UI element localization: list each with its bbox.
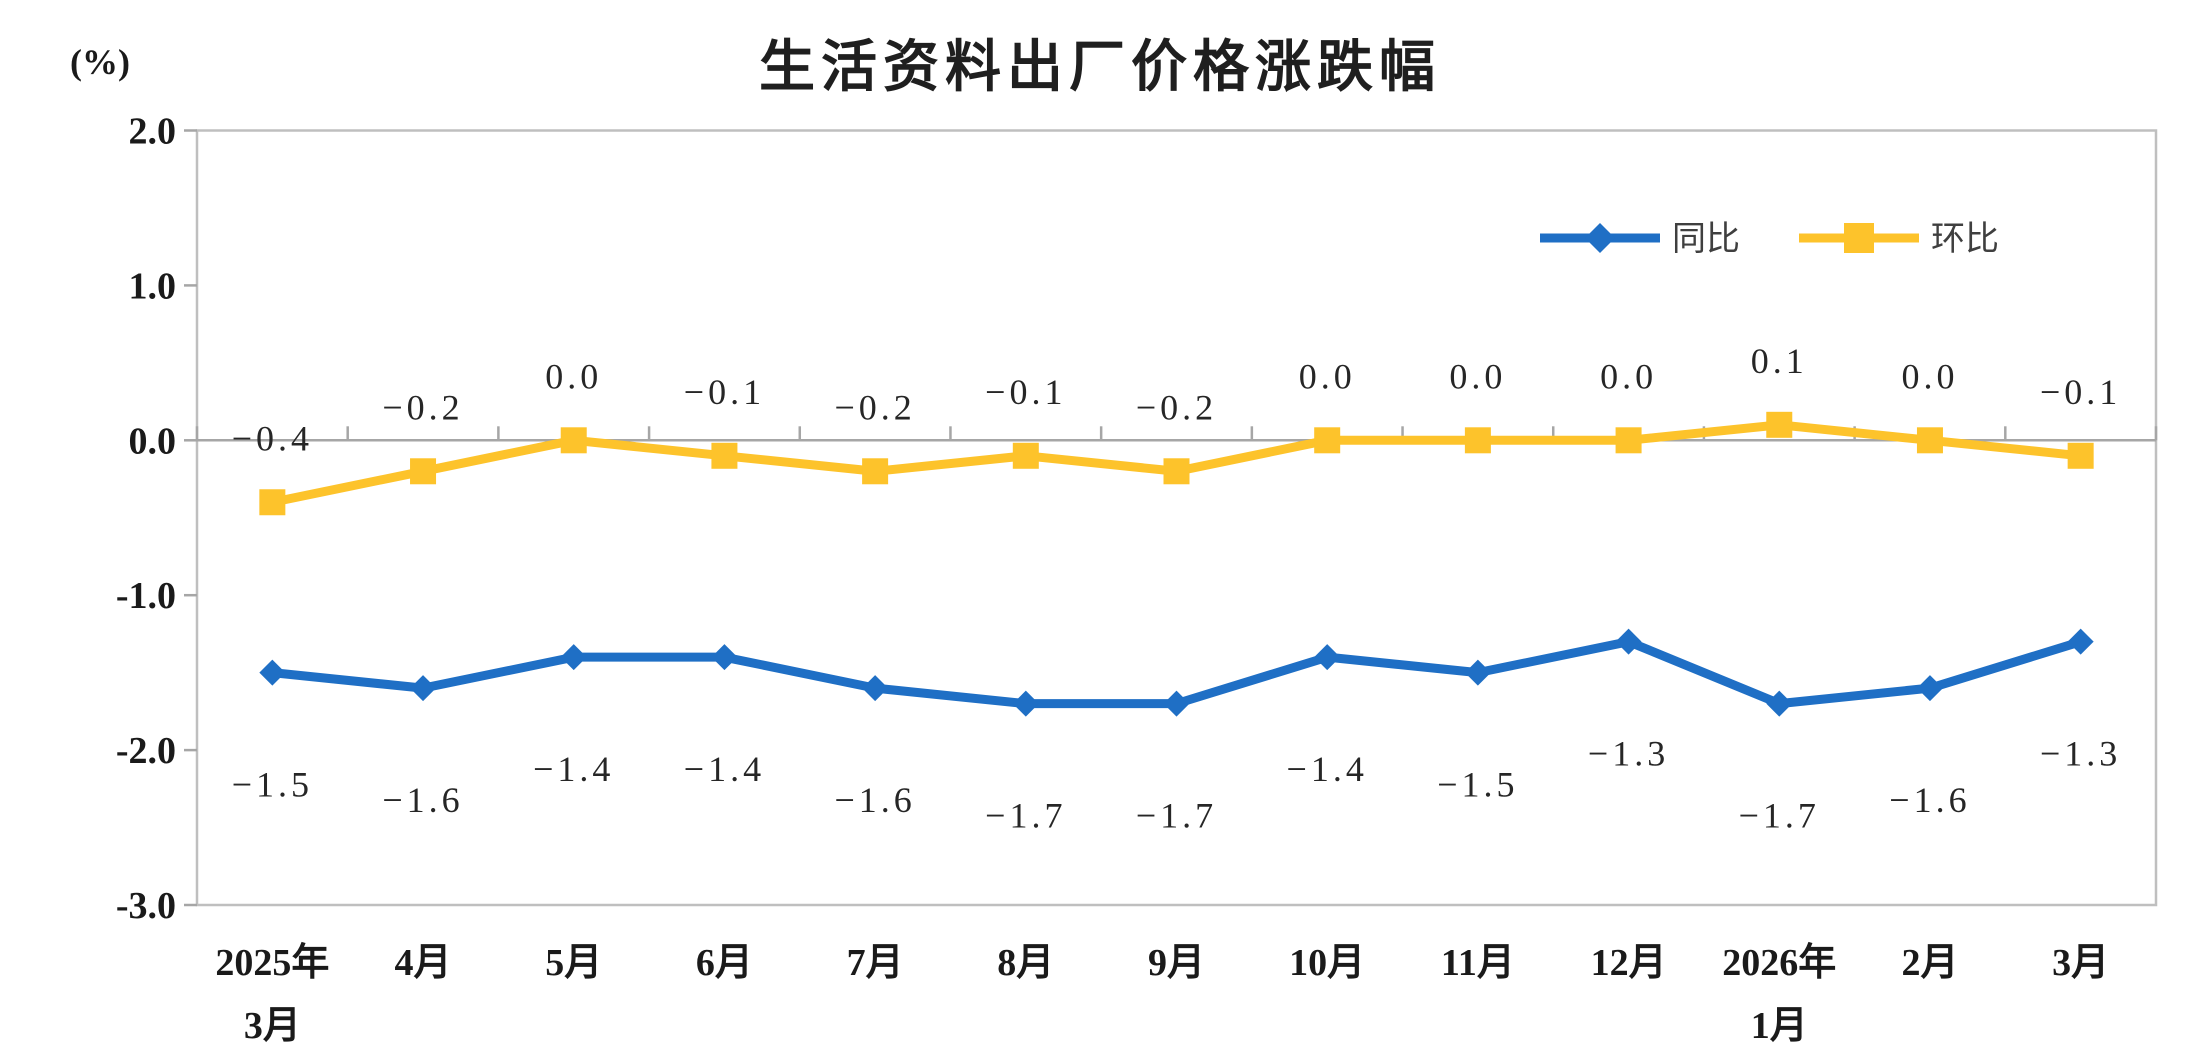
- x-axis-category-label: 8月: [997, 942, 1054, 984]
- diamond-marker: [862, 675, 889, 702]
- data-label: −1.6: [382, 780, 463, 820]
- data-label: −1.5: [1437, 765, 1518, 805]
- data-label: −0.2: [1136, 387, 1217, 427]
- legend-item-同比: 同比: [1540, 221, 1740, 258]
- square-marker: [560, 427, 587, 454]
- data-label: 0.0: [545, 356, 602, 396]
- square-marker: [862, 458, 889, 485]
- x-axis-category-label: 11月: [1441, 942, 1515, 984]
- y-axis-tick-label: -1.0: [116, 575, 176, 617]
- data-label: −0.4: [232, 418, 313, 458]
- data-label: −0.1: [2040, 372, 2121, 412]
- legend-label: 同比: [1672, 221, 1740, 258]
- data-label: 0.1: [1751, 341, 1808, 381]
- x-axis-category-label: 9月: [1148, 942, 1205, 984]
- data-label: −1.6: [834, 780, 915, 820]
- diamond-marker: [560, 644, 587, 671]
- legend-square-marker: [1844, 223, 1874, 253]
- data-label: −0.2: [834, 387, 915, 427]
- legend: 同比 环比: [1540, 221, 1999, 258]
- data-label: −1.4: [684, 749, 765, 789]
- x-axis-category-label: 2月: [1901, 942, 1958, 984]
- legend-diamond-marker: [1585, 223, 1615, 253]
- x-axis-category-label: 6月: [696, 942, 753, 984]
- data-label: −1.6: [1889, 780, 1970, 820]
- x-axis-category-label: 7月: [847, 942, 904, 984]
- data-label: −1.7: [1136, 796, 1217, 836]
- data-label: −0.1: [985, 372, 1066, 412]
- y-axis-unit-label: (%): [70, 42, 130, 82]
- square-marker: [259, 489, 286, 516]
- legend-label: 环比: [1931, 221, 1999, 258]
- x-axis-category-label: 3月: [244, 1005, 301, 1047]
- legend-item-环比: 环比: [1799, 221, 1999, 258]
- diamond-marker: [1615, 628, 1642, 655]
- diamond-marker: [410, 675, 437, 702]
- data-label: −1.7: [1739, 796, 1820, 836]
- x-axis-category-label: 12月: [1591, 942, 1667, 984]
- x-axis-category-label: 4月: [395, 942, 452, 984]
- data-label: 0.0: [1600, 356, 1657, 396]
- square-marker: [1766, 411, 1793, 438]
- x-axis-category-label: 2025年: [215, 942, 329, 984]
- data-label: −1.3: [2040, 734, 2121, 774]
- data-label: −1.3: [1588, 734, 1669, 774]
- data-label: −0.2: [382, 387, 463, 427]
- diamond-marker: [1163, 690, 1190, 717]
- data-label: −1.4: [533, 749, 614, 789]
- diamond-marker: [2067, 628, 2094, 655]
- x-axis-category-label: 5月: [545, 942, 602, 984]
- data-label: 0.0: [1901, 356, 1958, 396]
- x-axis-category-label: 2026年: [1722, 942, 1836, 984]
- square-marker: [410, 458, 437, 485]
- chart-title: 生活资料出厂价格涨跌幅: [759, 37, 1441, 99]
- square-marker: [1163, 458, 1190, 485]
- x-axis-category-label: 10月: [1289, 942, 1365, 984]
- diamond-marker: [1766, 690, 1793, 717]
- x-axis-category-label: 3月: [2052, 942, 2109, 984]
- y-axis-tick-label: -3.0: [116, 885, 176, 927]
- plot-border: [195, 129, 2158, 907]
- data-label: −0.1: [684, 372, 765, 412]
- data-label: −1.4: [1287, 749, 1368, 789]
- y-axis-tick-label: -2.0: [116, 730, 176, 772]
- diamond-marker: [1916, 675, 1943, 702]
- diamond-marker: [711, 644, 738, 671]
- square-marker: [1012, 442, 1039, 469]
- x-axis-category-label: 1月: [1751, 1005, 1808, 1047]
- diamond-marker: [259, 659, 286, 686]
- square-marker: [2067, 442, 2094, 469]
- data-label: −1.5: [232, 765, 313, 805]
- series-环比: −0.4 −0.2 0.0 −0.1 −0.2 −0.1 −0.2 0.0 0.0 0.0 0.1 0…: [232, 341, 2121, 516]
- data-label: −1.7: [985, 796, 1066, 836]
- data-label: 0.0: [1449, 356, 1506, 396]
- diamond-marker: [1314, 644, 1341, 671]
- series-同比: −1.5 −1.6 −1.4 −1.4 −1.6 −1.7 −1.7 −1.4 −1.5 −1.3…: [232, 628, 2121, 836]
- square-marker: [1615, 427, 1642, 454]
- diamond-marker: [1012, 690, 1039, 717]
- square-marker: [1464, 427, 1491, 454]
- axes-group: 2.0 1.0 0.0 -1.0 -2.0 -3.0 2025年 3月 4月 5月 6月 7月 8月 9月…: [116, 111, 2158, 1047]
- diamond-marker: [1464, 659, 1491, 686]
- y-axis-tick-label: 0.0: [129, 420, 177, 462]
- square-marker: [1916, 427, 1943, 454]
- square-marker: [1314, 427, 1341, 454]
- data-label: 0.0: [1299, 356, 1356, 396]
- plot-series-group: −0.4 −0.2 0.0 −0.1 −0.2 −0.1 −0.2 0.0 0.0 0.0 0.1 0…: [232, 341, 2121, 836]
- y-axis-tick-label: 1.0: [129, 265, 177, 307]
- y-axis-tick-label: 2.0: [129, 111, 177, 153]
- square-marker: [711, 442, 738, 469]
